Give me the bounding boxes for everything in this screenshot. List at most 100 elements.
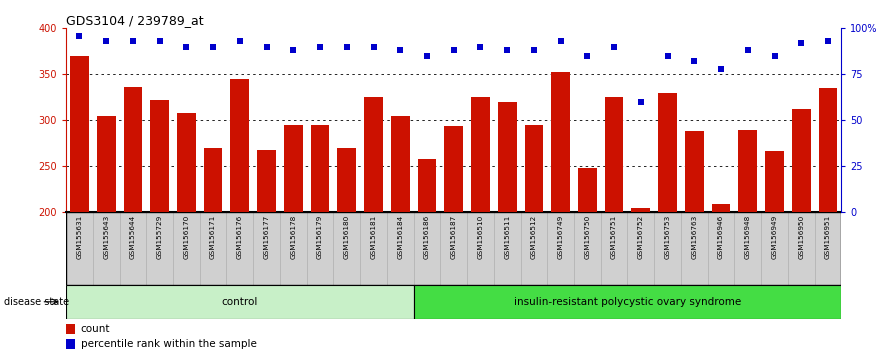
- Bar: [70, 56, 89, 212]
- Text: GSM156171: GSM156171: [210, 215, 216, 259]
- Bar: [735, 212, 761, 285]
- Bar: [524, 125, 544, 212]
- Bar: [123, 87, 142, 212]
- Text: GSM156753: GSM156753: [664, 215, 670, 259]
- Point: [72, 33, 86, 39]
- Bar: [413, 212, 440, 285]
- Text: GSM156186: GSM156186: [424, 215, 430, 259]
- Point: [366, 44, 381, 50]
- Bar: [685, 131, 704, 212]
- Text: count: count: [81, 324, 110, 334]
- Text: GSM155644: GSM155644: [130, 215, 136, 259]
- Bar: [494, 212, 521, 285]
- Bar: [66, 212, 93, 285]
- Point: [126, 38, 140, 44]
- Text: GSM156179: GSM156179: [317, 215, 323, 259]
- Text: percentile rank within the sample: percentile rank within the sample: [81, 339, 256, 349]
- Bar: [280, 212, 307, 285]
- Text: GSM155643: GSM155643: [103, 215, 109, 259]
- Bar: [66, 285, 413, 319]
- Bar: [604, 97, 624, 212]
- Text: GSM156950: GSM156950: [798, 215, 804, 259]
- Point: [473, 44, 487, 50]
- Bar: [738, 130, 757, 212]
- Text: GSM156510: GSM156510: [478, 215, 484, 259]
- Bar: [151, 100, 169, 212]
- Text: GSM156187: GSM156187: [451, 215, 456, 259]
- Point: [313, 44, 327, 50]
- Point: [661, 53, 675, 59]
- Bar: [66, 324, 75, 333]
- Point: [447, 47, 461, 53]
- Bar: [440, 212, 467, 285]
- Bar: [444, 126, 463, 212]
- Bar: [788, 212, 815, 285]
- Text: GSM156512: GSM156512: [531, 215, 537, 259]
- Point: [286, 47, 300, 53]
- Point: [794, 40, 808, 46]
- Bar: [601, 212, 627, 285]
- Text: GSM156749: GSM156749: [558, 215, 564, 259]
- Bar: [146, 212, 173, 285]
- Point: [581, 53, 595, 59]
- Bar: [66, 339, 75, 349]
- Text: GSM156177: GSM156177: [263, 215, 270, 259]
- Bar: [578, 168, 596, 212]
- Bar: [311, 125, 329, 212]
- Bar: [761, 212, 788, 285]
- Text: GSM156170: GSM156170: [183, 215, 189, 259]
- Bar: [226, 212, 253, 285]
- Bar: [413, 285, 841, 319]
- Point: [420, 53, 434, 59]
- Point: [527, 47, 541, 53]
- Point: [152, 38, 167, 44]
- Point: [206, 44, 220, 50]
- Point: [741, 47, 755, 53]
- Bar: [204, 148, 223, 212]
- Bar: [337, 148, 356, 212]
- Bar: [418, 159, 436, 212]
- Point: [633, 99, 648, 105]
- Text: disease state: disease state: [4, 297, 70, 307]
- Point: [687, 59, 701, 64]
- Bar: [521, 212, 547, 285]
- Text: GSM156750: GSM156750: [584, 215, 590, 259]
- Point: [393, 47, 407, 53]
- Bar: [284, 125, 303, 212]
- Text: GSM156180: GSM156180: [344, 215, 350, 259]
- Point: [821, 38, 835, 44]
- Text: control: control: [222, 297, 258, 307]
- Point: [100, 38, 114, 44]
- Text: GSM156763: GSM156763: [692, 215, 698, 259]
- Bar: [120, 212, 146, 285]
- Bar: [627, 212, 655, 285]
- Text: GSM155631: GSM155631: [77, 215, 83, 259]
- Text: GSM156181: GSM156181: [371, 215, 376, 259]
- Bar: [712, 204, 730, 212]
- Text: GDS3104 / 239789_at: GDS3104 / 239789_at: [66, 14, 204, 27]
- Bar: [547, 212, 574, 285]
- Bar: [655, 212, 681, 285]
- Bar: [681, 212, 707, 285]
- Point: [180, 44, 194, 50]
- Bar: [818, 88, 837, 212]
- Text: GSM156951: GSM156951: [825, 215, 831, 259]
- Bar: [253, 212, 280, 285]
- Bar: [177, 113, 196, 212]
- Bar: [391, 116, 410, 212]
- Text: GSM156946: GSM156946: [718, 215, 724, 259]
- Point: [714, 66, 728, 72]
- Bar: [632, 208, 650, 212]
- Bar: [97, 116, 115, 212]
- Bar: [387, 212, 413, 285]
- Bar: [333, 212, 360, 285]
- Bar: [200, 212, 226, 285]
- Bar: [257, 150, 276, 212]
- Bar: [360, 212, 387, 285]
- Point: [553, 38, 567, 44]
- Text: GSM156176: GSM156176: [237, 215, 243, 259]
- Bar: [307, 212, 333, 285]
- Bar: [364, 97, 383, 212]
- Point: [260, 44, 274, 50]
- Text: GSM156184: GSM156184: [397, 215, 403, 259]
